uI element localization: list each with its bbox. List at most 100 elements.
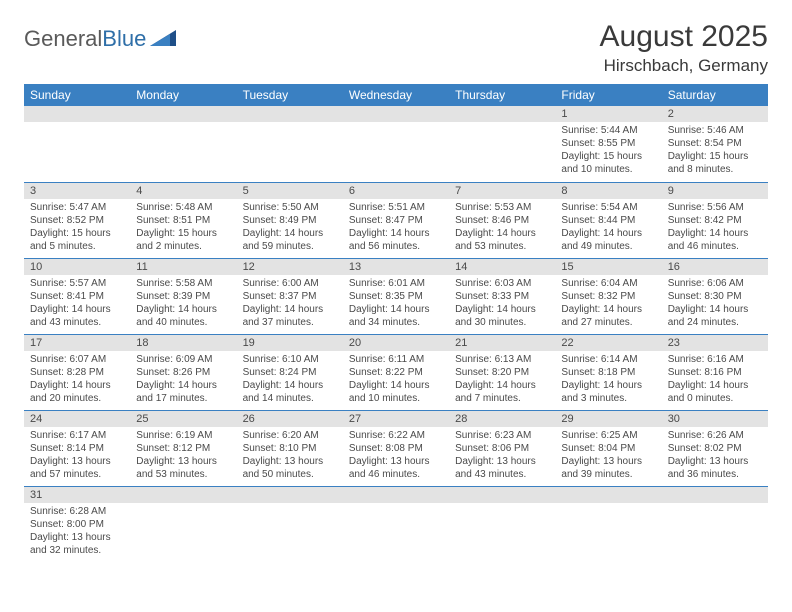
day-number: 31 — [24, 487, 130, 503]
day-details: Sunrise: 6:19 AMSunset: 8:12 PMDaylight:… — [130, 427, 236, 485]
sunset-text: Sunset: 8:30 PM — [668, 290, 762, 303]
day-details: Sunrise: 6:06 AMSunset: 8:30 PMDaylight:… — [662, 275, 768, 333]
day-number — [555, 487, 661, 503]
calendar-cell — [449, 106, 555, 182]
sunset-text: Sunset: 8:44 PM — [561, 214, 655, 227]
daylight-text: Daylight: 14 hours and 37 minutes. — [243, 303, 337, 329]
calendar-cell: 25Sunrise: 6:19 AMSunset: 8:12 PMDayligh… — [130, 410, 236, 486]
daylight-text: Daylight: 14 hours and 7 minutes. — [455, 379, 549, 405]
day-details: Sunrise: 6:22 AMSunset: 8:08 PMDaylight:… — [343, 427, 449, 485]
day-number: 8 — [555, 183, 661, 199]
day-number: 16 — [662, 259, 768, 275]
sunset-text: Sunset: 8:47 PM — [349, 214, 443, 227]
daylight-text: Daylight: 14 hours and 34 minutes. — [349, 303, 443, 329]
day-details: Sunrise: 5:48 AMSunset: 8:51 PMDaylight:… — [130, 199, 236, 257]
day-details: Sunrise: 6:10 AMSunset: 8:24 PMDaylight:… — [237, 351, 343, 409]
sunset-text: Sunset: 8:39 PM — [136, 290, 230, 303]
header: GeneralBlue August 2025 Hirschbach, Germ… — [24, 20, 768, 76]
sunrise-text: Sunrise: 5:57 AM — [30, 277, 124, 290]
calendar-cell: 11Sunrise: 5:58 AMSunset: 8:39 PMDayligh… — [130, 258, 236, 334]
sunrise-text: Sunrise: 6:06 AM — [668, 277, 762, 290]
sunrise-text: Sunrise: 5:54 AM — [561, 201, 655, 214]
sunrise-text: Sunrise: 6:10 AM — [243, 353, 337, 366]
day-number — [130, 487, 236, 503]
day-details: Sunrise: 5:53 AMSunset: 8:46 PMDaylight:… — [449, 199, 555, 257]
day-number — [449, 487, 555, 503]
logo-word-2: Blue — [102, 26, 146, 51]
day-details: Sunrise: 6:14 AMSunset: 8:18 PMDaylight:… — [555, 351, 661, 409]
day-details: Sunrise: 6:25 AMSunset: 8:04 PMDaylight:… — [555, 427, 661, 485]
sunset-text: Sunset: 8:52 PM — [30, 214, 124, 227]
day-details: Sunrise: 5:47 AMSunset: 8:52 PMDaylight:… — [24, 199, 130, 257]
logo-text: GeneralBlue — [24, 26, 146, 52]
day-number — [343, 106, 449, 122]
day-number: 28 — [449, 411, 555, 427]
weekday-header: Thursday — [449, 84, 555, 106]
calendar-cell: 22Sunrise: 6:14 AMSunset: 8:18 PMDayligh… — [555, 334, 661, 410]
day-number: 11 — [130, 259, 236, 275]
location: Hirschbach, Germany — [600, 56, 768, 76]
day-details: Sunrise: 5:46 AMSunset: 8:54 PMDaylight:… — [662, 122, 768, 180]
daylight-text: Daylight: 13 hours and 32 minutes. — [30, 531, 124, 557]
weekday-header: Wednesday — [343, 84, 449, 106]
calendar-cell: 4Sunrise: 5:48 AMSunset: 8:51 PMDaylight… — [130, 182, 236, 258]
calendar-cell: 19Sunrise: 6:10 AMSunset: 8:24 PMDayligh… — [237, 334, 343, 410]
calendar-cell: 10Sunrise: 5:57 AMSunset: 8:41 PMDayligh… — [24, 258, 130, 334]
sunrise-text: Sunrise: 6:19 AM — [136, 429, 230, 442]
daylight-text: Daylight: 13 hours and 53 minutes. — [136, 455, 230, 481]
calendar-cell: 13Sunrise: 6:01 AMSunset: 8:35 PMDayligh… — [343, 258, 449, 334]
daylight-text: Daylight: 13 hours and 50 minutes. — [243, 455, 337, 481]
sunrise-text: Sunrise: 6:13 AM — [455, 353, 549, 366]
day-number — [662, 487, 768, 503]
calendar-cell: 15Sunrise: 6:04 AMSunset: 8:32 PMDayligh… — [555, 258, 661, 334]
calendar-cell: 7Sunrise: 5:53 AMSunset: 8:46 PMDaylight… — [449, 182, 555, 258]
day-details: Sunrise: 6:23 AMSunset: 8:06 PMDaylight:… — [449, 427, 555, 485]
sunset-text: Sunset: 8:28 PM — [30, 366, 124, 379]
daylight-text: Daylight: 14 hours and 59 minutes. — [243, 227, 337, 253]
sunset-text: Sunset: 8:46 PM — [455, 214, 549, 227]
day-number: 26 — [237, 411, 343, 427]
calendar-week: 24Sunrise: 6:17 AMSunset: 8:14 PMDayligh… — [24, 410, 768, 486]
calendar-cell: 21Sunrise: 6:13 AMSunset: 8:20 PMDayligh… — [449, 334, 555, 410]
sunset-text: Sunset: 8:02 PM — [668, 442, 762, 455]
calendar-week: 10Sunrise: 5:57 AMSunset: 8:41 PMDayligh… — [24, 258, 768, 334]
calendar-cell: 24Sunrise: 6:17 AMSunset: 8:14 PMDayligh… — [24, 410, 130, 486]
sunrise-text: Sunrise: 6:04 AM — [561, 277, 655, 290]
sunset-text: Sunset: 8:24 PM — [243, 366, 337, 379]
daylight-text: Daylight: 13 hours and 39 minutes. — [561, 455, 655, 481]
title-block: August 2025 Hirschbach, Germany — [600, 20, 768, 76]
sunrise-text: Sunrise: 6:07 AM — [30, 353, 124, 366]
day-details: Sunrise: 6:03 AMSunset: 8:33 PMDaylight:… — [449, 275, 555, 333]
day-number: 25 — [130, 411, 236, 427]
day-details: Sunrise: 5:54 AMSunset: 8:44 PMDaylight:… — [555, 199, 661, 257]
sunrise-text: Sunrise: 6:26 AM — [668, 429, 762, 442]
day-details: Sunrise: 5:57 AMSunset: 8:41 PMDaylight:… — [24, 275, 130, 333]
sunset-text: Sunset: 8:16 PM — [668, 366, 762, 379]
day-details: Sunrise: 6:11 AMSunset: 8:22 PMDaylight:… — [343, 351, 449, 409]
day-details: Sunrise: 6:28 AMSunset: 8:00 PMDaylight:… — [24, 503, 130, 561]
day-number — [24, 106, 130, 122]
day-number: 21 — [449, 335, 555, 351]
weekday-header: Friday — [555, 84, 661, 106]
calendar-cell — [130, 106, 236, 182]
day-details: Sunrise: 6:17 AMSunset: 8:14 PMDaylight:… — [24, 427, 130, 485]
day-details: Sunrise: 6:13 AMSunset: 8:20 PMDaylight:… — [449, 351, 555, 409]
daylight-text: Daylight: 15 hours and 5 minutes. — [30, 227, 124, 253]
calendar-cell: 2Sunrise: 5:46 AMSunset: 8:54 PMDaylight… — [662, 106, 768, 182]
calendar-body: 1Sunrise: 5:44 AMSunset: 8:55 PMDaylight… — [24, 106, 768, 562]
calendar-cell — [343, 486, 449, 562]
day-number — [343, 487, 449, 503]
day-details: Sunrise: 5:51 AMSunset: 8:47 PMDaylight:… — [343, 199, 449, 257]
daylight-text: Daylight: 13 hours and 36 minutes. — [668, 455, 762, 481]
day-number: 7 — [449, 183, 555, 199]
day-details: Sunrise: 5:56 AMSunset: 8:42 PMDaylight:… — [662, 199, 768, 257]
day-number: 23 — [662, 335, 768, 351]
sunrise-text: Sunrise: 5:47 AM — [30, 201, 124, 214]
daylight-text: Daylight: 14 hours and 10 minutes. — [349, 379, 443, 405]
daylight-text: Daylight: 15 hours and 8 minutes. — [668, 150, 762, 176]
day-number: 12 — [237, 259, 343, 275]
daylight-text: Daylight: 14 hours and 24 minutes. — [668, 303, 762, 329]
sunrise-text: Sunrise: 6:23 AM — [455, 429, 549, 442]
daylight-text: Daylight: 13 hours and 57 minutes. — [30, 455, 124, 481]
calendar-cell: 20Sunrise: 6:11 AMSunset: 8:22 PMDayligh… — [343, 334, 449, 410]
